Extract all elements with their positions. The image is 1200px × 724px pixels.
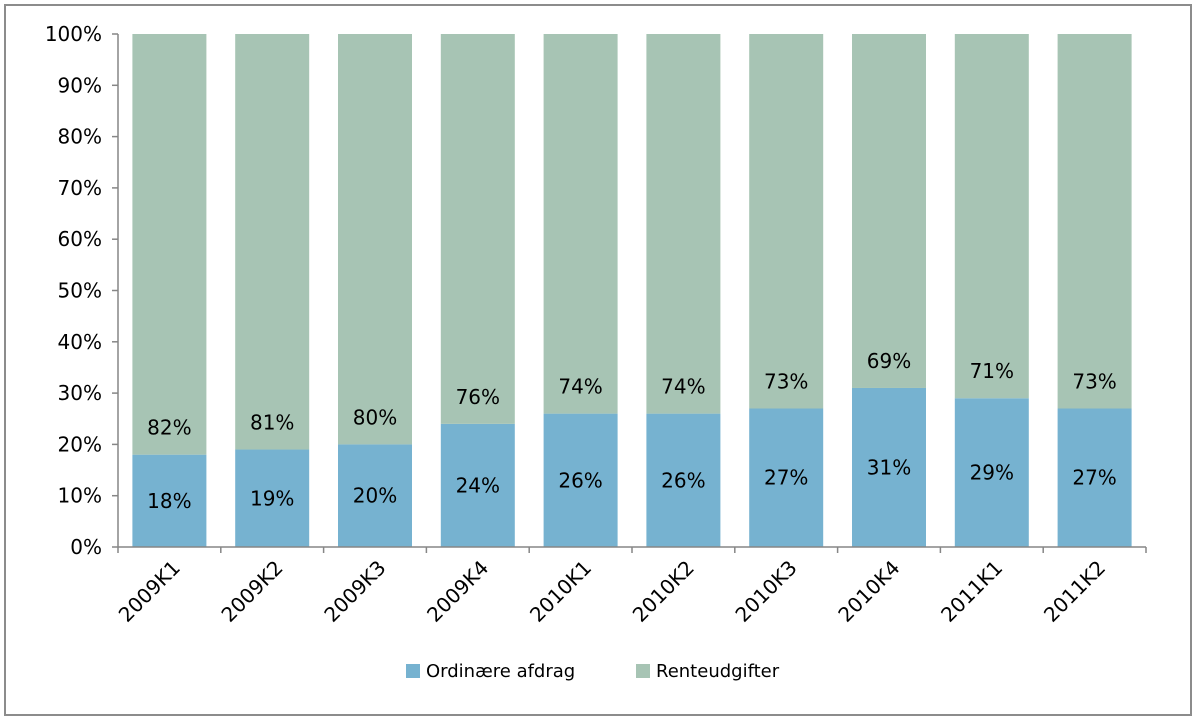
data-label-renteudgifter: 69%: [867, 349, 911, 373]
bar-renteudgifter-2009K2: [235, 34, 310, 450]
x-tick-label: 2009K3: [319, 556, 390, 627]
bar-renteudgifter-2011K1: [954, 34, 1029, 399]
bar-renteudgifter-2010K3: [749, 34, 824, 409]
x-tick-label: 2010K3: [730, 556, 801, 627]
x-tick-label: 2010K1: [525, 556, 596, 627]
legend-label-ordinaere-afdrag: Ordinære afdrag: [426, 661, 575, 682]
x-tick-label: 2009K2: [216, 556, 287, 627]
y-tick-label: 0%: [70, 535, 102, 559]
legend-label-renteudgifter: Renteudgifter: [656, 661, 780, 682]
y-tick-label: 60%: [58, 227, 102, 251]
bar-ordinaere-afdrag-2010K4: [852, 387, 926, 547]
data-label-ordinaere-afdrag: 24%: [456, 473, 500, 497]
y-tick-label: 80%: [58, 125, 102, 149]
data-label-ordinaere-afdrag: 27%: [1072, 466, 1116, 490]
bar-renteudgifter-2010K2: [646, 34, 721, 414]
bar-ordinaere-afdrag-2009K2: [235, 449, 310, 547]
bar-renteudgifter-2009K4: [440, 34, 515, 424]
bar-renteudgifter-2010K4: [852, 34, 926, 388]
data-label-ordinaere-afdrag: 26%: [661, 468, 705, 492]
data-label-ordinaere-afdrag: 27%: [764, 466, 808, 490]
data-label-renteudgifter: 81%: [250, 411, 294, 435]
bar-ordinaere-afdrag-2010K3: [749, 408, 824, 547]
data-label-renteudgifter: 74%: [558, 375, 602, 399]
data-label-renteudgifter: 82%: [147, 416, 191, 440]
x-tick-label: 2009K4: [422, 556, 493, 627]
data-label-ordinaere-afdrag: 29%: [970, 461, 1014, 485]
bar-ordinaere-afdrag-2010K2: [646, 413, 721, 547]
bar-ordinaere-afdrag-2009K3: [338, 444, 412, 547]
data-label-ordinaere-afdrag: 18%: [147, 489, 191, 513]
bar-ordinaere-afdrag-2009K1: [132, 454, 207, 547]
x-tick-label: 2010K4: [833, 556, 904, 627]
bar-ordinaere-afdrag-2011K1: [954, 398, 1029, 547]
x-tick-label: 2011K2: [1039, 556, 1110, 627]
data-label-ordinaere-afdrag: 19%: [250, 486, 294, 510]
y-tick-label: 70%: [58, 176, 102, 200]
data-label-ordinaere-afdrag: 20%: [353, 484, 397, 508]
y-tick-label: 100%: [45, 22, 102, 46]
bar-renteudgifter-2009K3: [338, 34, 412, 445]
y-tick-label: 50%: [58, 279, 102, 303]
data-label-renteudgifter: 74%: [661, 375, 705, 399]
bar-renteudgifter-2010K1: [543, 34, 618, 414]
y-tick-label: 90%: [58, 73, 102, 97]
data-label-ordinaere-afdrag: 31%: [867, 455, 911, 479]
x-tick-label: 2009K1: [114, 556, 185, 627]
y-tick-label: 40%: [58, 330, 102, 354]
y-tick-label: 30%: [58, 381, 102, 405]
y-tick-label: 20%: [58, 432, 102, 456]
legend-swatch-renteudgifter: [636, 664, 650, 678]
data-label-ordinaere-afdrag: 26%: [558, 468, 602, 492]
data-label-renteudgifter: 71%: [970, 359, 1014, 383]
bar-renteudgifter-2011K2: [1057, 34, 1132, 409]
data-label-renteudgifter: 76%: [456, 385, 500, 409]
bar-ordinaere-afdrag-2011K2: [1057, 408, 1132, 547]
x-tick-label: 2011K1: [936, 556, 1007, 627]
x-tick-label: 2010K2: [628, 556, 699, 627]
bar-ordinaere-afdrag-2009K4: [440, 423, 515, 547]
bar-ordinaere-afdrag-2010K1: [543, 413, 618, 547]
legend-swatch-ordinaere-afdrag: [406, 664, 420, 678]
data-label-renteudgifter: 73%: [1072, 369, 1116, 393]
y-tick-label: 10%: [58, 484, 102, 508]
data-label-renteudgifter: 80%: [353, 405, 397, 429]
bar-renteudgifter-2009K1: [132, 34, 207, 455]
data-label-renteudgifter: 73%: [764, 369, 808, 393]
